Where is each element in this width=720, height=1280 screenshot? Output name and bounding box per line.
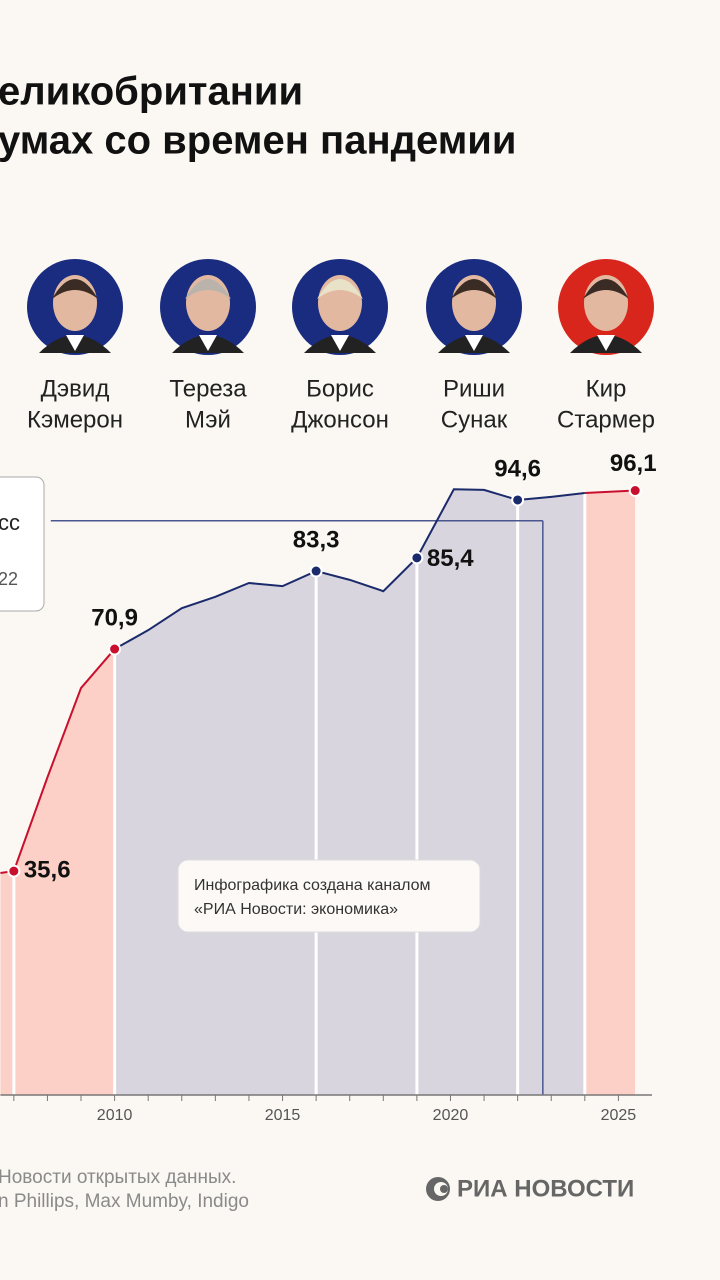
title-line: еликобритании <box>0 70 303 114</box>
portrait-collar <box>597 335 615 351</box>
leader: Борис Джонсон <box>291 259 389 433</box>
leader: Тереза Мэй <box>160 259 256 433</box>
value-label: 35,6 <box>24 856 71 883</box>
period-area <box>114 489 585 1095</box>
marker <box>511 493 525 507</box>
period-area <box>0 649 115 1095</box>
leader-name: Джонсон <box>291 406 389 433</box>
line <box>114 488 585 650</box>
x-tick-label: 2010 <box>97 1107 133 1124</box>
value-label: 83,3 <box>293 526 340 553</box>
leader-name: Риши <box>443 375 505 402</box>
leader-name: Тереза <box>169 375 247 402</box>
x-tick-label: 2025 <box>601 1107 637 1124</box>
marker <box>410 551 424 565</box>
portrait-collar <box>465 335 483 351</box>
line <box>584 489 636 495</box>
logo-icon <box>426 1177 450 1201</box>
period-area <box>584 490 636 1095</box>
x-tick-label: 2015 <box>265 1107 301 1124</box>
leader-name: Кир <box>586 375 627 402</box>
legend-box <box>0 476 45 612</box>
marker <box>628 484 642 498</box>
marker <box>7 864 21 878</box>
chart: 35,6 70,9 83,3 85,4 94,6 96,1 2010 2015 2020 2025 <box>0 450 657 1124</box>
x-tick-label: 2020 <box>433 1107 469 1124</box>
portrait-hair <box>451 279 497 299</box>
leader-name: Кэмерон <box>27 406 123 433</box>
leader: Дэвид Кэмерон <box>27 259 123 433</box>
value-label: 96,1 <box>610 450 657 477</box>
leader: Кир Стармер <box>557 259 655 433</box>
value-label: 85,4 <box>427 545 474 572</box>
portrait-hair <box>52 279 98 299</box>
leader-name: Борис <box>306 375 374 402</box>
leader-name: Мэй <box>185 406 231 433</box>
source-text: n Phillips, Max Mumby, Indigo <box>0 1191 249 1212</box>
logo-text: РИА НОВОСТИ <box>457 1175 634 1202</box>
title-line: умах со времен пандемии <box>0 119 516 163</box>
marker <box>309 564 323 578</box>
portrait-hair <box>317 279 363 299</box>
annotation-text: Инфографика создана каналом <box>194 877 431 894</box>
legend-text: сс <box>0 510 20 535</box>
portrait-hair <box>583 279 629 299</box>
leader-name: Дэвид <box>41 375 110 402</box>
value-label: 94,6 <box>494 455 541 482</box>
annotation-box <box>177 859 481 933</box>
marker <box>108 642 122 656</box>
leader-name: Стармер <box>557 406 655 433</box>
leader: Риши Сунак <box>426 259 522 433</box>
portrait-collar <box>66 335 84 351</box>
portrait-collar <box>199 335 217 351</box>
portrait-collar <box>331 335 349 351</box>
source-text: Новости открытых данных. <box>0 1167 236 1188</box>
annotation-text: «РИА Новости: экономика» <box>194 901 398 918</box>
leader-name: Сунак <box>441 406 508 433</box>
portrait-hair <box>185 279 231 299</box>
value-label: 70,9 <box>91 604 138 631</box>
legend-text: 22 <box>0 569 18 589</box>
